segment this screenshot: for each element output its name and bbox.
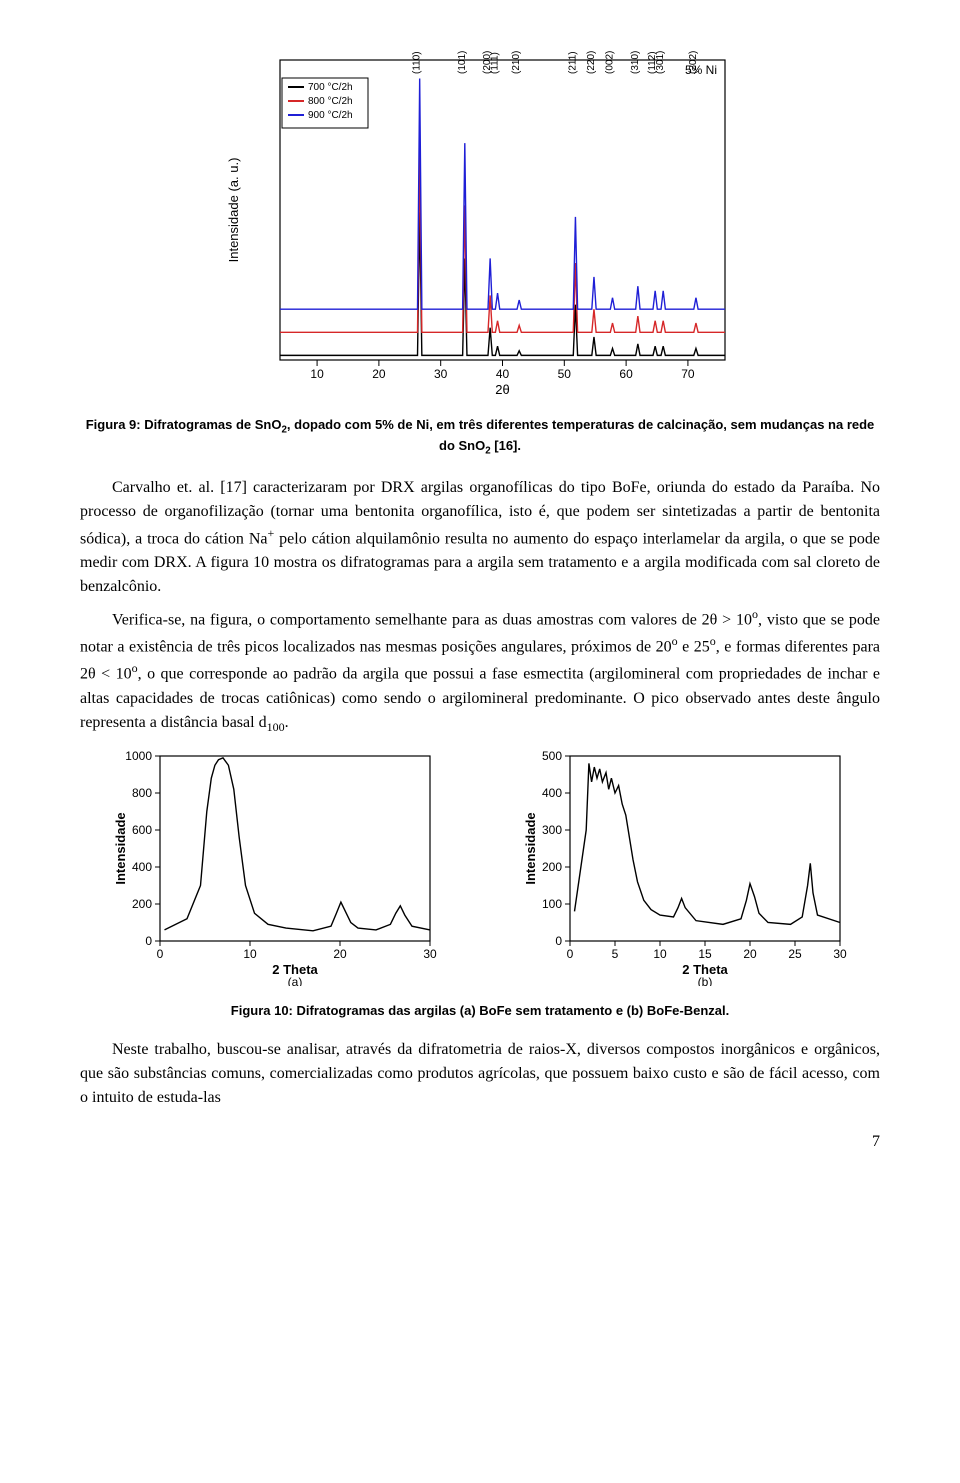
svg-text:400: 400: [542, 786, 562, 800]
svg-text:(b): (b): [698, 975, 713, 986]
svg-text:400: 400: [132, 860, 152, 874]
svg-text:10: 10: [653, 947, 667, 961]
svg-text:20: 20: [333, 947, 347, 961]
svg-text:(101): (101): [457, 51, 468, 74]
svg-text:0: 0: [555, 934, 562, 948]
paragraph-1: Carvalho et. al. [17] caracterizaram por…: [80, 476, 880, 599]
svg-text:200: 200: [132, 897, 152, 911]
svg-text:(111): (111): [490, 52, 501, 74]
page-number: 7: [80, 1130, 880, 1154]
svg-text:20: 20: [743, 947, 757, 961]
figure-9: 10 20 30 40 50 60 70 2θ Intensidade (a. u.) (110)…: [80, 50, 880, 400]
svg-text:(110): (110): [412, 51, 423, 74]
svg-text:20: 20: [372, 367, 386, 381]
caption-figure-9: Figura 9: Difratogramas de SnO2, dopado …: [80, 416, 880, 458]
svg-text:2θ: 2θ: [495, 382, 509, 397]
svg-text:0: 0: [157, 947, 164, 961]
svg-text:800 °C/2h: 800 °C/2h: [308, 96, 353, 107]
svg-text:Intensidade (a. u.): Intensidade (a. u.): [226, 158, 241, 263]
paragraph-2: Verifica-se, na figura, o comportamento …: [80, 605, 880, 736]
svg-text:0: 0: [145, 934, 152, 948]
fig10-panel-b: 05101520253001002003004005002 ThetaInten…: [520, 746, 850, 986]
svg-text:800: 800: [132, 786, 152, 800]
svg-text:30: 30: [434, 367, 448, 381]
svg-text:0: 0: [567, 947, 574, 961]
svg-text:5% Ni: 5% Ni: [685, 63, 717, 77]
svg-text:1000: 1000: [125, 749, 152, 763]
svg-text:40: 40: [496, 367, 510, 381]
svg-text:(301): (301): [655, 51, 666, 74]
figure-10: 0102030020040060080010002 ThetaIntensida…: [80, 746, 880, 986]
svg-text:50: 50: [558, 367, 572, 381]
svg-text:(211): (211): [567, 51, 578, 74]
svg-text:200: 200: [542, 860, 562, 874]
svg-text:300: 300: [542, 823, 562, 837]
svg-text:(220): (220): [586, 51, 597, 74]
svg-text:5: 5: [612, 947, 619, 961]
svg-text:25: 25: [788, 947, 802, 961]
svg-text:(a): (a): [288, 975, 303, 986]
caption-figure-10: Figura 10: Difratogramas das argilas (a)…: [80, 1002, 880, 1020]
xrd-chart: 10 20 30 40 50 60 70 2θ Intensidade (a. u.) (110)…: [220, 50, 740, 400]
svg-text:10: 10: [310, 367, 324, 381]
svg-text:10: 10: [243, 947, 257, 961]
paragraph-3: Neste trabalho, buscou-se analisar, atra…: [80, 1038, 880, 1110]
svg-text:60: 60: [619, 367, 633, 381]
svg-text:600: 600: [132, 823, 152, 837]
svg-text:(002): (002): [605, 51, 616, 74]
svg-text:100: 100: [542, 897, 562, 911]
svg-text:(210): (210): [511, 51, 522, 74]
svg-text:Intensidade: Intensidade: [523, 812, 538, 884]
svg-text:900 °C/2h: 900 °C/2h: [308, 110, 353, 121]
svg-text:Intensidade: Intensidade: [113, 812, 128, 884]
fig10-panel-a: 0102030020040060080010002 ThetaIntensida…: [110, 746, 440, 986]
svg-text:30: 30: [423, 947, 437, 961]
svg-text:(310): (310): [630, 51, 641, 74]
svg-text:70: 70: [681, 367, 695, 381]
svg-text:700 °C/2h: 700 °C/2h: [308, 82, 353, 93]
svg-text:30: 30: [833, 947, 847, 961]
svg-text:15: 15: [698, 947, 712, 961]
svg-text:500: 500: [542, 749, 562, 763]
